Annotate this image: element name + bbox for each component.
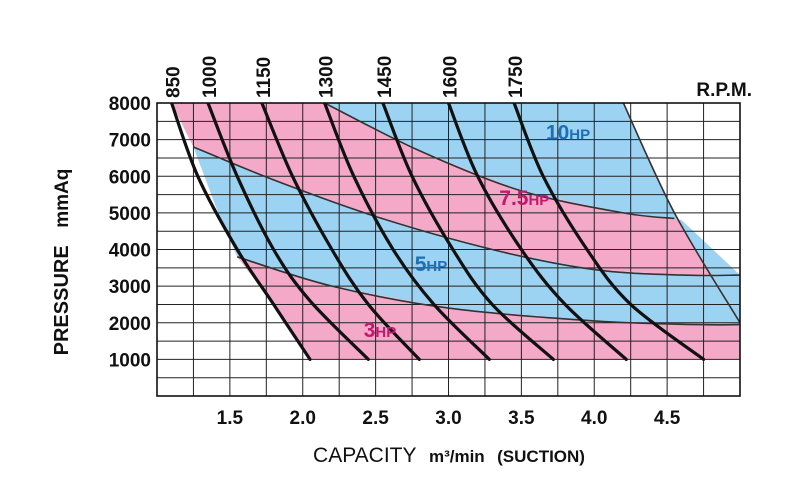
hp-label-10hp: 10HP [546,121,590,144]
x-axis-title: CAPACITY m³/min (SUCTION) [313,444,585,467]
x-tick-label: 4.5 [654,408,681,429]
rpm-curve-1300 [323,103,491,361]
x-tick-label: 3.5 [508,408,535,429]
rpm-curve-1450 [381,103,555,361]
rpm-curve-1150 [260,103,421,361]
hp-label-3hp: 3HP [364,319,397,342]
rpm-tick-label: 1450 [375,56,396,98]
rpm-tick-label: 1000 [200,56,221,98]
y-axis-label: PRESSURE [51,245,73,355]
x-tick-label: 2.0 [290,408,316,429]
grid [157,103,740,396]
rpm-axis-label: R.P.M. [696,80,752,101]
rpm-tick-label: 1600 [441,56,462,98]
x-tick-label: 1.5 [217,408,244,429]
band-7p5hp [171,103,740,276]
x-tick-label: 3.0 [435,408,461,429]
rpm-curve-850 [170,103,312,361]
rpm-curve-1750 [512,103,706,361]
y-tick-label: 3000 [109,277,151,298]
x-tick-label: 2.5 [362,408,389,429]
hp-label-7p5hp: 7.5HP [499,187,549,210]
band-3hp [237,256,740,360]
hp-boundary-7.5-10 [324,103,675,220]
y-tick-label: 5000 [109,204,151,225]
y-axis-unit: mmAq [52,169,73,228]
y-tick-label: 2000 [109,314,151,335]
rpm-curves [170,103,706,361]
y-tick-label: 6000 [109,167,151,188]
y-tick-labels: 1000 2000 3000 4000 5000 6000 7000 8000 [109,94,151,371]
y-tick-label: 1000 [109,350,151,371]
hp-boundary-10-right [622,103,740,324]
band-5hp [193,146,740,325]
x-tick-labels: 1.5 2.0 2.5 3.0 3.5 4.0 4.5 [217,408,681,429]
x-axis-unit: m³/min [429,447,485,466]
y-tick-label: 7000 [109,131,151,152]
y-axis-title: PRESSURE mmAq [51,169,73,356]
rpm-tick-label: 850 [164,66,185,98]
rpm-curve-1000 [206,103,370,361]
hp-label-5hp: 5HP [415,253,448,276]
hp-boundary-5-7.5 [193,146,740,277]
x-axis-note: (SUCTION) [497,447,585,466]
hp-boundaries [193,103,740,326]
y-tick-label: 4000 [109,241,151,262]
hp-boundary-3-5 [236,256,740,326]
rpm-tick-labels: 850 1000 1150 1300 1450 1600 1750 [164,56,527,98]
rpm-tick-label: 1750 [506,56,527,98]
rpm-tick-label: 1150 [254,57,275,98]
plot-frame [156,102,741,397]
y-tick-label: 8000 [109,94,151,115]
rpm-curve-1600 [446,103,628,361]
hp-labels: 3HP 5HP 7.5HP 10HP [364,121,590,342]
x-tick-label: 4.0 [581,408,607,429]
rpm-tick-label: 1300 [317,56,338,98]
x-axis-label: CAPACITY [313,444,416,467]
